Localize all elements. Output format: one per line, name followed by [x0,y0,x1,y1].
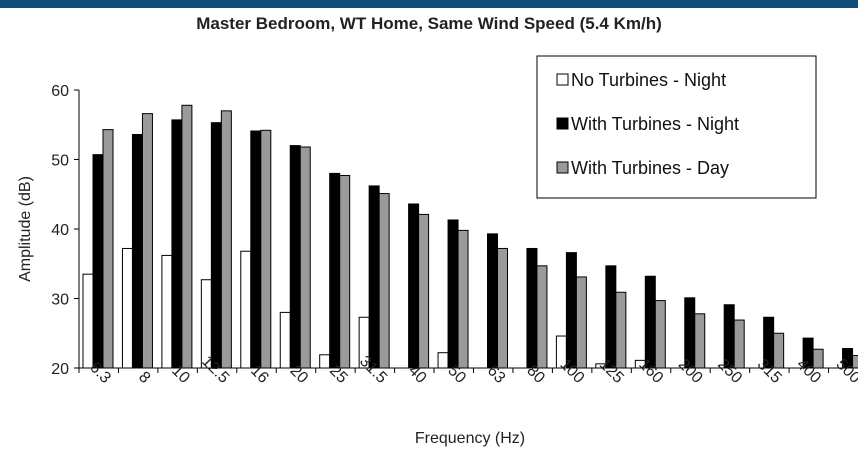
bar-with-turbines-day-160 [654,300,666,369]
bar-with-turbines-night-31.5 [368,185,380,369]
bar-with-turbines-day-31.5 [378,193,390,369]
bar-with-turbines-night-63 [487,233,498,369]
bar-with-turbines-day-50 [457,229,469,369]
bar-with-turbines-night-125 [605,265,617,369]
bar-no-turbines-night-10 [161,254,173,369]
header-bar [0,0,858,8]
bar-with-turbines-day-16 [260,129,272,369]
bar-with-turbines-day-80 [536,265,548,369]
bar-with-turbines-day-8 [141,113,153,369]
bar-with-turbines-day-40 [418,213,430,369]
legend-swatch [556,73,569,86]
bar-with-turbines-day-10 [181,104,193,369]
bar-with-turbines-night-6.3 [92,154,104,369]
x-tick-label: 8 [135,369,153,387]
bars-layer [82,104,858,369]
bar-with-turbines-night-50 [447,219,459,369]
y-axis-title: Amplitude (dB) [17,176,34,282]
y-tick-label: 30 [51,292,69,309]
bar-with-turbines-day-63 [497,247,508,369]
bar-no-turbines-night-50 [437,352,449,369]
bar-with-turbines-night-12.5 [210,122,222,369]
bar-with-turbines-night-160 [644,275,656,369]
bar-with-turbines-night-25 [329,172,341,369]
bar-with-turbines-day-315 [773,332,785,369]
legend-swatch [556,117,569,130]
legend-label: With Turbines - Night [571,114,739,134]
bar-with-turbines-night-8 [131,133,143,369]
legend-swatch [556,161,569,174]
bar-with-turbines-night-40 [408,203,420,369]
y-tick-label: 40 [51,222,69,239]
legend-label: No Turbines - Night [571,70,726,90]
bar-no-turbines-night-6.3 [82,273,94,369]
bar-with-turbines-day-12.5 [220,110,232,369]
bar-with-turbines-day-6.3 [102,129,114,369]
bar-with-turbines-day-25 [339,174,351,369]
bar-with-turbines-night-10 [171,119,183,369]
bar-with-turbines-night-80 [526,247,538,369]
legend-box [536,55,817,199]
x-axis-title: Frequency (Hz) [415,430,525,447]
legend-label: With Turbines - Day [571,158,729,178]
bar-no-turbines-night-8 [121,247,133,369]
bar-with-turbines-night-16 [250,130,262,369]
bar-with-turbines-day-250 [733,319,745,369]
bar-no-turbines-night-20 [279,311,291,369]
y-tick-label: 50 [51,153,69,170]
legend: No Turbines - Night With Turbines - Night… [536,55,817,199]
chart-title: Master Bedroom, WT Home, Same Wind Speed… [196,14,662,33]
bar-with-turbines-day-200 [694,313,706,369]
bar-with-turbines-night-20 [289,145,301,369]
bar-no-turbines-night-25 [319,354,331,369]
y-tick-label: 20 [51,361,69,378]
bar-with-turbines-day-100 [575,276,587,369]
bar-with-turbines-day-125 [615,291,627,369]
y-ticks: 20 30 40 50 60 [51,83,79,378]
bar-with-turbines-day-20 [299,146,311,369]
bar-with-turbines-night-100 [565,252,577,369]
y-tick-label: 60 [51,83,69,100]
bar-no-turbines-night-16 [240,250,252,369]
